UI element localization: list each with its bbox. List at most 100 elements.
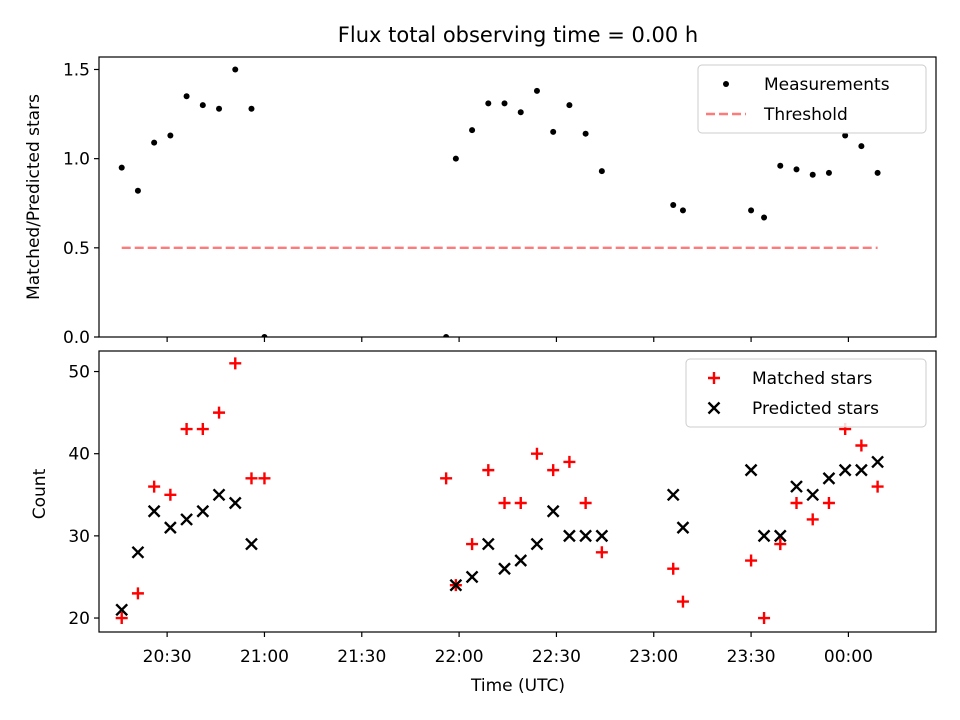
matched-stars-point xyxy=(498,497,511,510)
bottom-plot-area xyxy=(115,357,884,625)
predicted-stars-point xyxy=(822,472,836,485)
matched-stars-point xyxy=(229,357,242,370)
measurement-point xyxy=(858,143,865,150)
y-tick-label: 20 xyxy=(68,609,90,629)
legend-label: Measurements xyxy=(764,75,890,95)
matched-stars-point xyxy=(131,587,144,600)
legend-label: Threshold xyxy=(763,105,848,125)
x-tick-label: 21:00 xyxy=(240,647,289,667)
measurement-point xyxy=(118,164,125,171)
top-y-axis-label: Matched/Predicted stars xyxy=(24,94,44,300)
measurement-point xyxy=(183,93,190,100)
matched-stars-point xyxy=(855,439,868,452)
measurement-point xyxy=(825,169,832,176)
matched-stars-point xyxy=(115,612,128,625)
measurement-point xyxy=(261,334,268,337)
matched-stars-point xyxy=(822,497,835,510)
count-panel: 20 30 40 50 20:30 21:00 21:30 22:00 22:30 23:00 23… xyxy=(68,350,937,667)
measurement-point xyxy=(761,214,768,221)
legend-predicted-swatch xyxy=(707,401,721,415)
measurement-point xyxy=(777,162,784,169)
y-tick-label: 1.5 xyxy=(63,60,90,80)
y-tick-label: 50 xyxy=(68,363,90,383)
matched-stars-point xyxy=(595,546,608,559)
measurement-point xyxy=(809,171,816,178)
x-tick-label: 22:00 xyxy=(435,647,484,667)
measurement-point xyxy=(485,100,492,107)
measurement-point xyxy=(443,334,450,337)
matched-stars-point xyxy=(563,455,576,468)
measurement-point xyxy=(469,127,476,134)
chart-title: Flux total observing time = 0.00 h xyxy=(338,23,698,47)
predicted-stars-point xyxy=(115,603,129,617)
measurement-point xyxy=(533,87,540,94)
y-tick-label: 0.5 xyxy=(63,239,90,259)
measurement-point xyxy=(748,207,755,214)
y-tick-label: 0.0 xyxy=(63,328,90,348)
matched-stars-point xyxy=(245,472,258,485)
predicted-stars-point xyxy=(790,480,803,493)
top-plot-area xyxy=(118,66,881,337)
measurement-point xyxy=(216,105,223,112)
predicted-stars-point xyxy=(498,562,511,576)
measurement-point xyxy=(501,100,508,107)
predicted-stars-point xyxy=(855,463,868,477)
y-tick-label: 30 xyxy=(68,527,90,547)
bottom-axes-frame xyxy=(98,350,937,633)
x-tick-label: 23:00 xyxy=(629,647,678,667)
x-tick-label: 20:30 xyxy=(143,647,192,667)
matched-stars-point xyxy=(758,612,771,625)
predicted-stars-point xyxy=(546,504,560,518)
measurement-point xyxy=(248,105,255,112)
predicted-stars-point xyxy=(676,521,690,535)
measurement-point xyxy=(793,166,800,173)
matched-stars-point xyxy=(258,472,271,485)
measurement-point xyxy=(550,128,557,135)
measurement-point xyxy=(670,202,677,209)
matched-stars-point xyxy=(806,513,819,526)
matched-stars-point xyxy=(164,488,177,501)
top-legend: Measurements Threshold xyxy=(697,64,927,134)
measurement-point xyxy=(167,132,174,139)
matched-stars-point xyxy=(440,472,453,485)
bottom-legend: Matched stars Predicted stars xyxy=(685,358,927,428)
predicted-stars-point xyxy=(530,537,544,551)
x-tick-label: 21:30 xyxy=(337,647,386,667)
predicted-stars-point xyxy=(449,578,463,592)
predicted-stars-point xyxy=(514,554,528,567)
measurement-point xyxy=(874,169,881,176)
predicted-stars-point xyxy=(147,504,161,518)
predicted-stars-point xyxy=(164,521,177,535)
ratio-panel: 0.0 0.5 1.0 1.5 Measurements Threshold xyxy=(63,56,937,348)
x-axis-label: Time (UTC) xyxy=(470,676,565,696)
predicted-stars-point xyxy=(228,496,242,510)
x-tick-label: 00:00 xyxy=(824,647,873,667)
measurement-point xyxy=(151,139,158,146)
matched-stars-point xyxy=(482,464,495,477)
predicted-stars-point xyxy=(773,529,787,543)
legend-label: Matched stars xyxy=(752,369,872,389)
measurement-point xyxy=(134,187,141,194)
matched-stars-point xyxy=(213,406,226,419)
measurement-point xyxy=(582,130,589,137)
predicted-stars-point xyxy=(481,537,495,551)
matched-stars-point xyxy=(745,554,758,567)
predicted-stars-point xyxy=(871,455,884,469)
matched-stars-point xyxy=(466,538,479,551)
matched-stars-point xyxy=(547,464,560,477)
measurement-point xyxy=(232,66,239,73)
measurement-point xyxy=(598,168,605,175)
measurement-point xyxy=(199,102,206,109)
y-tick-label: 1.0 xyxy=(63,150,90,170)
predicted-stars-point xyxy=(196,504,210,518)
predicted-stars-point xyxy=(666,488,680,502)
predicted-stars-point xyxy=(212,488,226,502)
bottom-y-axis-label: Count xyxy=(30,468,50,519)
predicted-stars-point xyxy=(465,570,479,584)
matched-stars-point xyxy=(790,497,803,510)
matched-stars-point xyxy=(514,497,527,510)
measurement-point xyxy=(452,155,459,162)
matched-stars-point xyxy=(676,595,689,608)
predicted-stars-point xyxy=(757,529,771,543)
matched-stars-point xyxy=(148,480,161,493)
